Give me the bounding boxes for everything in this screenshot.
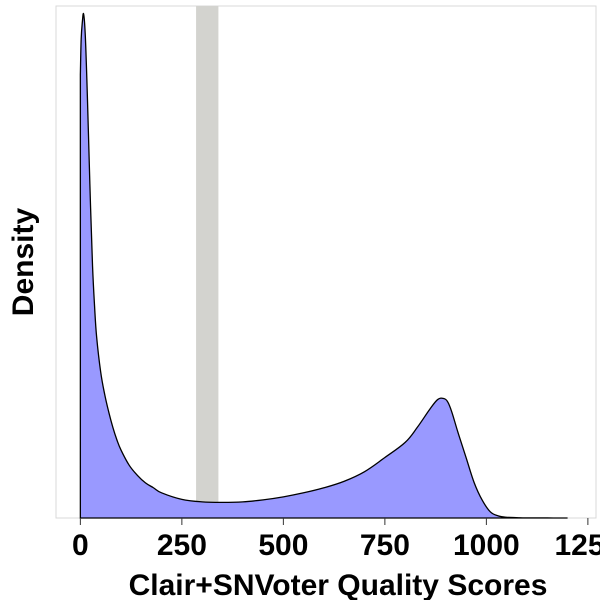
density-area	[79, 12, 568, 519]
x-axis-ticks: 0 250 500 750 1000 1250	[72, 518, 600, 562]
highlight-band	[196, 6, 219, 518]
x-tick-label: 500	[258, 529, 308, 562]
x-axis-title: Clair+SNVoter Quality Scores	[129, 569, 548, 600]
x-tick-label: 0	[72, 529, 89, 562]
y-axis-title: Density	[7, 208, 40, 317]
x-tick-label: 750	[360, 529, 410, 562]
plot-panel	[55, 5, 597, 519]
x-tick-label: 1250	[555, 529, 600, 562]
x-tick-label: 250	[157, 529, 207, 562]
x-tick-label: 1000	[453, 529, 520, 562]
